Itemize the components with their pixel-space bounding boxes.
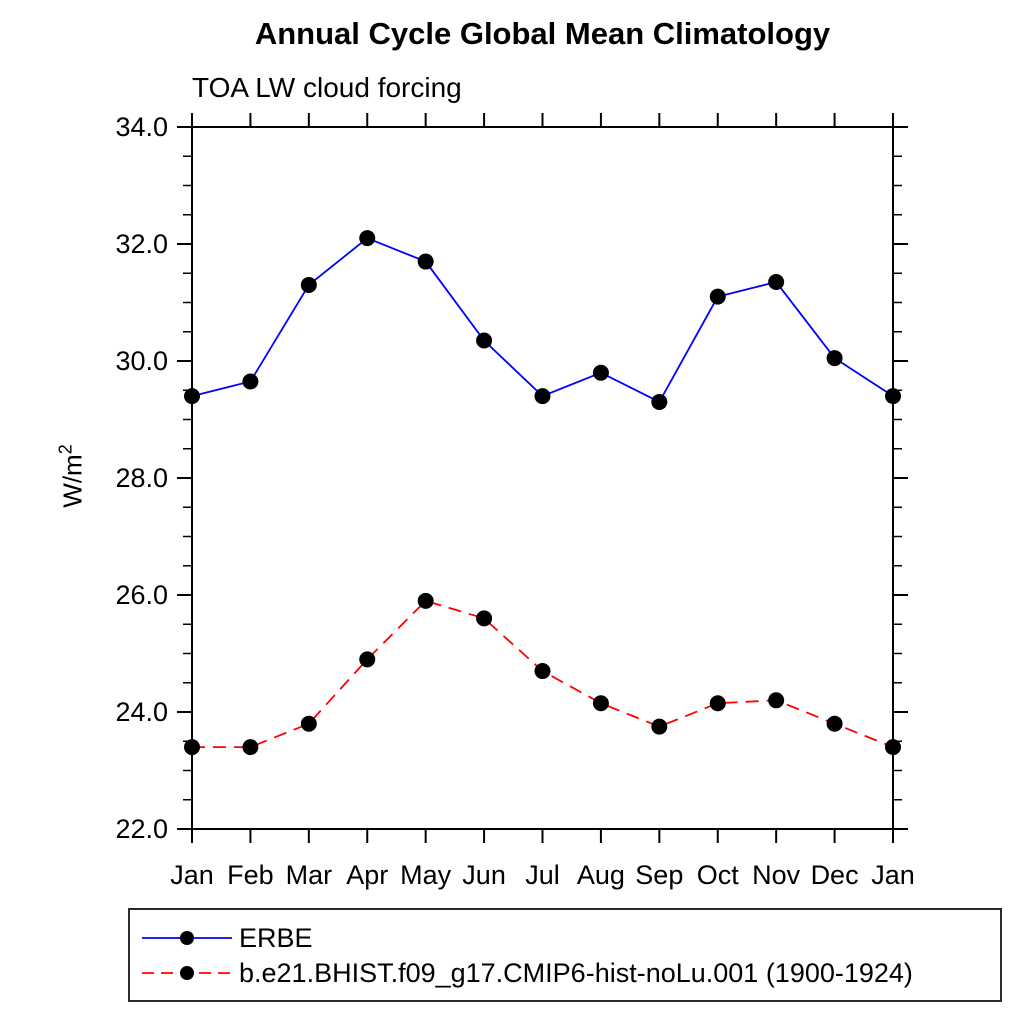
series-1-marker xyxy=(184,739,200,756)
series-1-marker xyxy=(709,695,726,712)
x-tick-label: Feb xyxy=(227,860,274,890)
x-tick-label: Apr xyxy=(346,860,388,890)
series-1-marker xyxy=(768,692,785,709)
series-1-marker xyxy=(417,592,434,609)
x-tick-label: Sep xyxy=(635,860,683,890)
legend-line-sample-erbe xyxy=(142,931,232,945)
x-tick-label: Jan xyxy=(170,860,214,890)
series-1-marker xyxy=(242,739,259,756)
legend-item-erbe: ERBE xyxy=(140,923,313,953)
series-0-marker xyxy=(826,350,843,367)
series-0-marker xyxy=(300,276,317,293)
legend-marker xyxy=(180,966,194,980)
plot-frame xyxy=(191,126,894,830)
series-0-marker xyxy=(709,288,726,305)
legend-label-erbe: ERBE xyxy=(239,922,313,953)
x-tick-label: Dec xyxy=(811,860,859,890)
legend-box: ERBE b.e21.BHIST.f09_g17.CMIP6-hist-noLu… xyxy=(128,908,1002,1002)
series-0-marker xyxy=(534,388,551,405)
x-tick-label: May xyxy=(400,860,452,890)
y-tick-label: 32.0 xyxy=(115,229,168,259)
series-1-marker xyxy=(300,715,317,732)
series-0-marker xyxy=(885,388,901,405)
x-tick-label: Jan xyxy=(871,860,915,890)
series-0-marker xyxy=(242,373,259,390)
series-1-marker xyxy=(476,610,493,627)
series-0-marker xyxy=(184,388,200,405)
x-tick-label: Mar xyxy=(286,860,333,890)
series-1-marker xyxy=(592,695,609,712)
series-1-marker xyxy=(826,715,843,732)
y-tick-label: 22.0 xyxy=(115,814,168,844)
x-tick-label: Aug xyxy=(577,860,625,890)
series-0-marker xyxy=(768,274,785,291)
x-tick-label: Nov xyxy=(752,860,801,890)
series-1-marker xyxy=(651,718,668,735)
series-1-marker xyxy=(359,651,376,668)
y-tick-label: 28.0 xyxy=(115,463,168,493)
series-0-marker xyxy=(359,230,376,247)
series-1-marker xyxy=(534,663,551,680)
series-0-marker xyxy=(476,332,493,349)
series-line-0 xyxy=(191,237,894,404)
chart-title: Annual Cycle Global Mean Climatology xyxy=(254,16,831,51)
series-1-marker xyxy=(885,739,901,756)
y-tick-label: 34.0 xyxy=(115,112,168,142)
y-tick-label: 30.0 xyxy=(115,346,168,376)
series-0-marker xyxy=(592,364,609,381)
chart-subtitle: TOA LW cloud forcing xyxy=(192,72,462,103)
x-tick-label: Jun xyxy=(462,860,506,890)
x-tick-label: Jul xyxy=(525,860,560,890)
legend-line-sample-model xyxy=(142,966,232,980)
series-0-marker xyxy=(417,253,434,270)
y-tick-label: 24.0 xyxy=(115,697,168,727)
series-0-marker xyxy=(651,393,668,410)
legend-label-model: b.e21.BHIST.f09_g17.CMIP6-hist-noLu.001 … xyxy=(239,957,913,988)
legend-marker xyxy=(180,931,194,945)
legend-item-model: b.e21.BHIST.f09_g17.CMIP6-hist-noLu.001 … xyxy=(140,958,913,988)
y-tick-label: 26.0 xyxy=(115,580,168,610)
x-tick-label: Oct xyxy=(697,860,740,890)
